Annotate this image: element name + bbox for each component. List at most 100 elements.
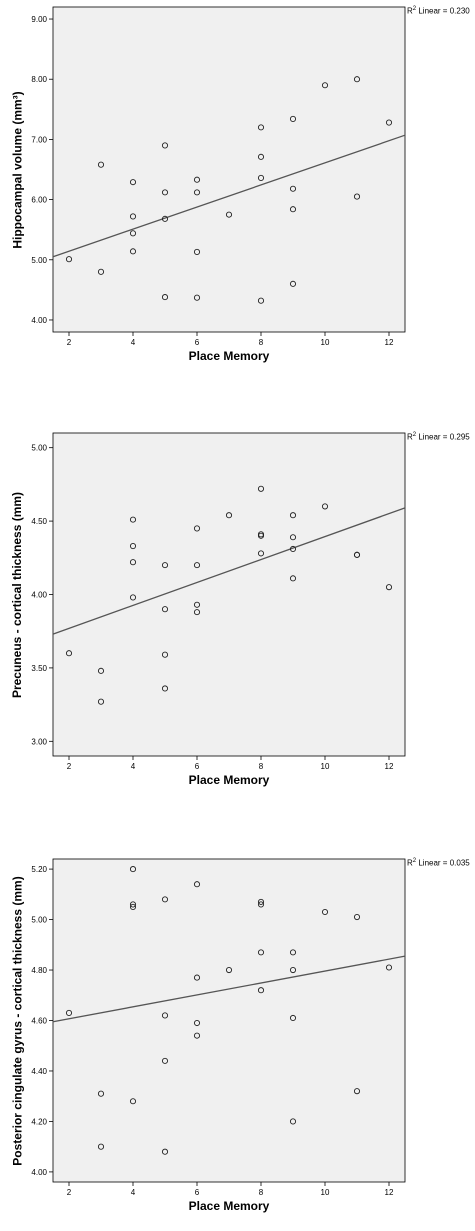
data-point	[161, 1012, 169, 1019]
y-tick-label: 9.00	[31, 15, 47, 24]
x-tick-label: 6	[195, 1188, 200, 1197]
data-point	[161, 294, 169, 301]
data-point	[193, 609, 201, 616]
data-point	[193, 881, 201, 888]
data-point	[289, 185, 297, 192]
data-point	[257, 485, 265, 492]
data-point	[161, 142, 169, 149]
x-tick-label: 8	[259, 338, 264, 347]
data-point	[289, 575, 297, 582]
data-point	[353, 913, 361, 921]
data-point	[193, 974, 201, 981]
fit-line	[52, 134, 406, 258]
x-tick-label: 6	[195, 338, 200, 347]
data-point	[193, 248, 201, 256]
data-point	[129, 903, 137, 910]
r2-annotation: R2 Linear = 0.230	[407, 6, 470, 16]
y-tick-label: 7.00	[31, 135, 47, 144]
data-point	[129, 543, 137, 550]
data-point	[129, 516, 137, 523]
data-point	[129, 901, 137, 908]
data-point	[97, 1090, 105, 1097]
fit-line	[52, 507, 406, 635]
y-tick-label: 6.00	[31, 196, 47, 205]
x-axis-label: Place Memory	[188, 1199, 270, 1213]
plot-area	[52, 858, 406, 1183]
data-point	[161, 651, 169, 658]
x-tick-label: 10	[321, 338, 330, 347]
data-point	[97, 268, 105, 275]
data-point	[289, 115, 297, 122]
data-point	[65, 256, 73, 263]
data-point	[289, 206, 297, 213]
data-point	[289, 534, 297, 541]
data-point	[353, 193, 361, 200]
data-point	[257, 550, 265, 557]
x-tick-label: 12	[385, 1188, 394, 1197]
data-point	[97, 161, 105, 168]
data-point	[161, 685, 169, 692]
data-point	[193, 294, 201, 301]
data-point	[97, 698, 105, 705]
x-tick-label: 8	[259, 1188, 264, 1197]
data-point	[257, 124, 265, 131]
x-tick-label: 8	[259, 762, 264, 771]
x-tick-label: 2	[67, 338, 72, 347]
x-tick-label: 6	[195, 762, 200, 771]
x-axis-label: Place Memory	[188, 773, 270, 787]
data-point	[321, 503, 329, 510]
x-tick-label: 2	[67, 762, 72, 771]
data-point	[385, 584, 393, 591]
data-point	[225, 966, 233, 974]
data-point	[161, 215, 169, 222]
r2-annotation: R2 Linear = 0.035	[407, 858, 470, 868]
scatter-chart-posterior-cingulate: 4.00 4.20 4.40 4.60 4.80 5.00 5.20 2 4 6 8 10 12 R2 …	[0, 850, 475, 1213]
data-point	[289, 966, 297, 974]
data-point	[257, 532, 265, 539]
data-point	[353, 1088, 361, 1095]
fit-line	[52, 955, 406, 1023]
data-point	[193, 176, 201, 183]
data-point	[257, 898, 265, 905]
data-point	[321, 908, 329, 916]
y-axis-label: Posterior cingulate gyrus - cortical thi…	[10, 875, 25, 1166]
data-point	[65, 650, 73, 657]
data-point	[129, 230, 137, 237]
r2-annotation: R2 Linear = 0.295	[407, 432, 470, 442]
y-tick-label: 5.00	[31, 444, 47, 453]
data-point	[385, 119, 393, 126]
x-axis-label: Place Memory	[188, 349, 270, 363]
data-point	[129, 559, 137, 566]
x-tick-label: 4	[131, 338, 136, 347]
data-point	[129, 248, 137, 255]
y-axis-label: Precuneus - cortical thickness (mm)	[10, 491, 25, 698]
y-tick-label: 8.00	[31, 75, 47, 84]
plot-svg: 4.00 4.20 4.40 4.60 4.80 5.00 5.20 2 4 6 8 10 12	[31, 858, 406, 1197]
plot-svg: 3.00 3.50 4.00 4.50 5.00 2 4 6 8 10 12	[31, 432, 406, 771]
data-point	[257, 949, 265, 956]
plot-area	[52, 6, 406, 333]
data-point	[65, 1009, 73, 1016]
data-point	[161, 189, 169, 196]
data-point	[129, 213, 137, 220]
x-tick-label: 2	[67, 1188, 72, 1197]
y-axis-label: Hippocampal volume (mm³)	[10, 90, 25, 249]
x-tick-label: 4	[131, 1188, 136, 1197]
data-point	[353, 551, 361, 558]
y-tick-label: 5.20	[31, 865, 47, 874]
y-tick-label: 4.00	[31, 1168, 47, 1177]
plot-svg: 4.00 5.00 6.00 7.00 8.00 9.00 2 4 6 8 10 12	[31, 6, 406, 347]
data-point	[289, 1118, 297, 1125]
data-point	[193, 189, 201, 196]
data-point	[97, 667, 105, 674]
data-point	[289, 512, 297, 519]
data-point	[321, 82, 329, 89]
y-tick-label: 5.00	[31, 916, 47, 925]
data-point	[225, 211, 233, 218]
data-point	[257, 153, 265, 160]
y-tick-label: 3.50	[31, 664, 47, 673]
y-tick-label: 4.00	[31, 591, 47, 600]
x-tick-label: 4	[131, 762, 136, 771]
data-point	[193, 1019, 201, 1027]
data-point	[257, 901, 265, 908]
